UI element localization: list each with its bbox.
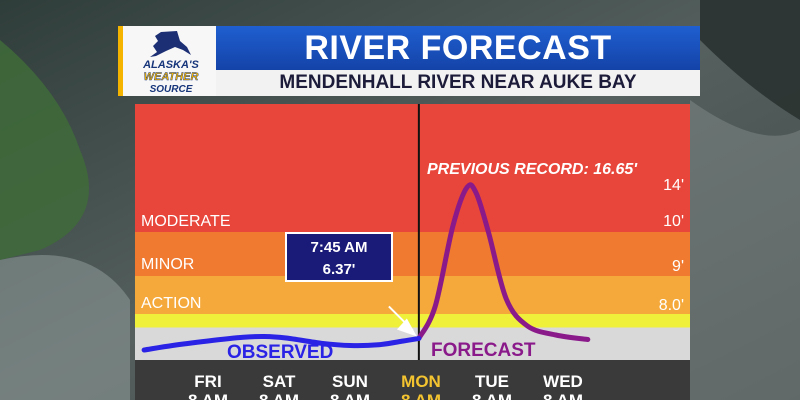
x-tick-label-mon: MON: [401, 372, 441, 391]
x-tick-label-fri: FRI: [194, 372, 221, 391]
alaska-map-icon: [150, 31, 191, 57]
band-label-moderate: MODERATE: [141, 213, 230, 230]
stage-label-8: 8.0': [659, 297, 684, 314]
series-line-observed: [141, 333, 422, 353]
band-minor: [135, 276, 690, 314]
x-tick-sublabel-wed: 8 AM: [543, 391, 583, 400]
x-tick-sublabel-tue: 8 AM: [472, 391, 512, 400]
logo-line-3: SOURCE: [149, 84, 193, 95]
page-title: RIVER FORECAST: [216, 26, 700, 70]
x-tick-label-wed: WED: [543, 372, 583, 391]
x-tick-sublabel-mon: 8 AM: [401, 391, 441, 400]
callout-box: [285, 232, 393, 282]
series-label-forecast: FORECAST: [431, 340, 536, 360]
station-logo: ALASKA'S WEATHER SOURCE: [118, 26, 216, 96]
header: ALASKA'S WEATHER SOURCE RIVER FORECAST M…: [118, 26, 700, 96]
river-stage-chart: MODERATE MINOR ACTION 14' 10' 9' 8.0' PREVIOUS …: [135, 104, 690, 360]
band-label-action: ACTION: [141, 295, 201, 312]
x-tick-label-sat: SAT: [263, 372, 296, 391]
band-moderate: [135, 232, 690, 276]
x-axis-footer-bg: [135, 360, 690, 400]
stage-label-14: 14': [663, 177, 684, 194]
series-line-forecast: [416, 182, 591, 342]
band-action: [135, 314, 690, 328]
x-axis-footer: FRI8 AMSAT8 AMSUN8 AMMON8 AMTUE8 AMWED8 …: [135, 360, 690, 400]
x-tick-label-tue: TUE: [475, 372, 509, 391]
band-label-minor: MINOR: [141, 256, 194, 273]
stage-label-10: 10': [663, 213, 684, 230]
callout-value: 6.37': [323, 261, 356, 278]
record-annotation: PREVIOUS RECORD: 16.65': [427, 161, 638, 178]
logo-line-2: WEATHER: [143, 71, 199, 83]
band-major: [135, 104, 690, 232]
callout-time: 7:45 AM: [311, 239, 368, 256]
logo-line-1: ALASKA'S: [143, 59, 199, 71]
callout-arrow-head: [396, 318, 417, 337]
x-tick-label-sun: SUN: [332, 372, 368, 391]
x-tick-sublabel-sun: 8 AM: [330, 391, 370, 400]
x-tick-sublabel-fri: 8 AM: [188, 391, 228, 400]
page-subtitle: MENDENHALL RIVER NEAR AUKE BAY: [216, 70, 700, 96]
series-label-observed: OBSERVED: [227, 342, 333, 360]
stage-label-9: 9': [672, 258, 684, 275]
x-tick-sublabel-sat: 8 AM: [259, 391, 299, 400]
